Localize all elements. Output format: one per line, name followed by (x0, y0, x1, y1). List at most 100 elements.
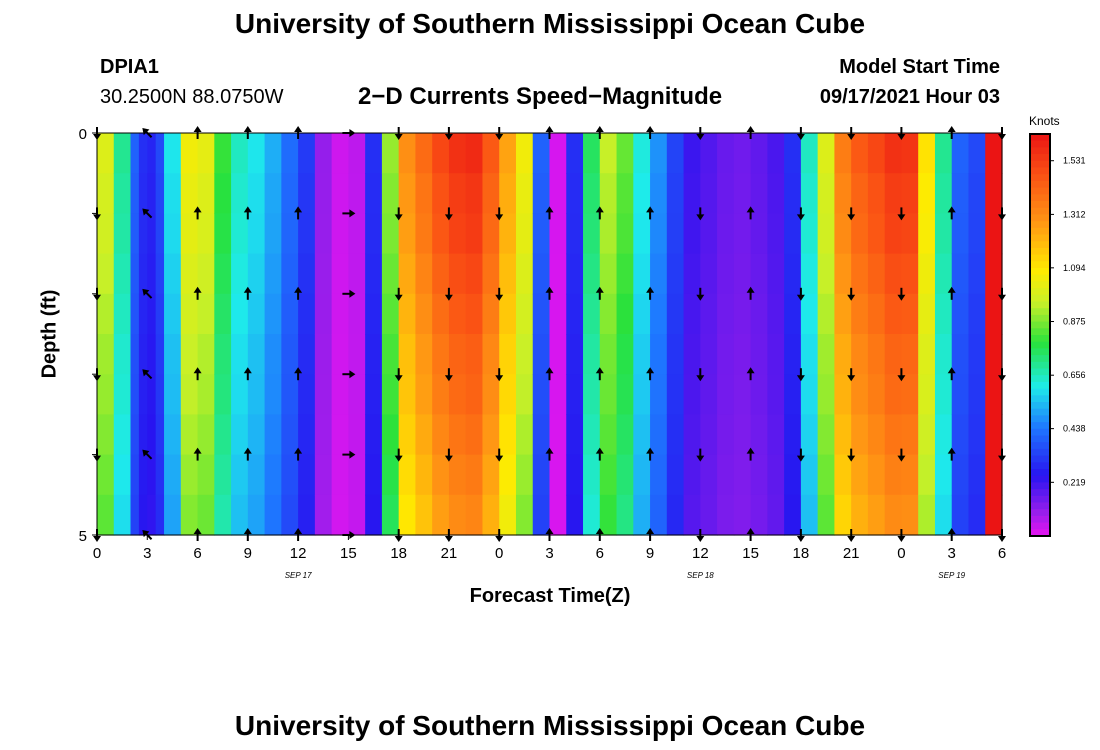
heatmap-cell (566, 253, 584, 295)
heatmap-cell (432, 293, 450, 335)
heatmap-cell (901, 293, 919, 335)
colorbar-tick-label: 0.875 (1063, 317, 1086, 327)
heatmap-cell (985, 374, 1003, 415)
heatmap-cell (164, 293, 182, 335)
colorbar-swatch (1030, 241, 1050, 249)
current-arrow (142, 208, 153, 219)
heatmap-cell (650, 494, 668, 536)
heatmap-cell (549, 173, 567, 214)
heatmap-cell (633, 494, 651, 536)
heatmap-cell (683, 334, 701, 375)
heatmap-cell (666, 133, 685, 174)
heatmap-cell (616, 494, 634, 536)
colorbar-swatch (1030, 509, 1050, 517)
heatmap-cell (767, 334, 785, 375)
colorbar-swatch (1030, 261, 1050, 269)
heatmap-cell (583, 253, 601, 295)
heatmap-cell (867, 414, 886, 456)
heatmap-cell (197, 213, 215, 255)
heatmap-cell (566, 293, 584, 335)
heatmap-cell (147, 293, 157, 335)
heatmap-cell (314, 253, 333, 295)
heatmap-cell (717, 334, 735, 375)
heatmap-cell (515, 133, 534, 174)
heatmap-cell (499, 133, 517, 174)
heatmap-cell (800, 133, 819, 174)
heatmap-cell (650, 374, 668, 415)
heatmap-cell (147, 334, 157, 375)
heatmap-cell (750, 414, 768, 456)
heatmap-cell (817, 374, 836, 415)
heatmap-cell (448, 133, 467, 174)
heatmap-cell (465, 173, 484, 214)
heatmap-cell (247, 374, 266, 415)
heatmap-cell (130, 374, 140, 415)
heatmap-cell (532, 133, 551, 174)
colorbar-swatch (1030, 495, 1050, 503)
heatmap-cell (800, 374, 819, 415)
x-tick-label: 18 (390, 545, 407, 562)
heatmap-cell (968, 133, 986, 174)
heatmap-cell (448, 253, 467, 295)
heatmap-cell (398, 334, 417, 375)
heatmap-cell (834, 334, 852, 375)
heatmap-cell (482, 293, 500, 335)
heatmap-cells (97, 133, 1003, 536)
colorbar-swatch (1030, 462, 1050, 470)
heatmap-cell (164, 173, 182, 214)
heatmap-cell (750, 133, 768, 174)
heatmap-cell (767, 173, 785, 214)
heatmap-cell (515, 414, 534, 456)
speed-heatmap-chart: 0 3 6 9 12 15 18 21 0 3 6 9 12 15 18 21 0 3 6 SEP 17 SEP 18 S… (79, 126, 1086, 580)
heatmap-cell (214, 334, 232, 375)
heatmap-cell (666, 173, 685, 214)
heatmap-cell (717, 414, 735, 456)
colorbar-swatch (1030, 375, 1050, 383)
current-arrow (243, 367, 252, 381)
heatmap-cell (583, 414, 601, 456)
colorbar-swatch (1030, 415, 1050, 423)
heatmap-cell (314, 454, 333, 496)
heatmap-cell (448, 213, 467, 255)
heatmap-cell (633, 293, 651, 335)
heatmap-cell (147, 414, 157, 456)
heatmap-cell (951, 213, 970, 255)
current-arrow (394, 448, 403, 462)
colorbar-swatch (1030, 522, 1050, 530)
colorbar-swatch (1030, 475, 1050, 483)
heatmap-cell (599, 173, 618, 214)
heatmap-cell (934, 454, 953, 496)
current-arrow (897, 448, 906, 462)
heatmap-cell (264, 173, 282, 214)
heatmap-cell (599, 133, 618, 174)
heatmap-cell (515, 494, 534, 536)
heatmap-cell (331, 494, 349, 536)
heatmap-cell (616, 173, 634, 214)
colorbar-swatch (1030, 408, 1050, 416)
current-arrow (495, 368, 504, 382)
heatmap-cell (247, 133, 266, 174)
heatmap-cell (532, 253, 551, 295)
heatmap-cell (666, 334, 685, 375)
heatmap-cell (97, 454, 115, 496)
heatmap-cell (499, 454, 517, 496)
heatmap-cell (683, 213, 701, 255)
heatmap-cell (398, 414, 417, 456)
x-tick-label: 15 (340, 545, 357, 562)
colorbar-swatch (1030, 167, 1050, 175)
date-label: SEP 18 (687, 571, 714, 580)
current-arrow (545, 206, 554, 220)
heatmap-cell (147, 253, 157, 295)
heatmap-cell (155, 494, 165, 536)
colorbar-swatch (1030, 455, 1050, 463)
heatmap-cell (951, 374, 970, 415)
heatmap-cell (951, 133, 970, 174)
heatmap-cell (616, 454, 634, 496)
heatmap-cell (314, 173, 333, 214)
heatmap-cell (884, 213, 903, 255)
heatmap-cell (918, 374, 936, 415)
heatmap-cell (448, 414, 467, 456)
current-arrow (495, 448, 504, 462)
colorbar-swatch (1030, 328, 1050, 336)
heatmap-cell (314, 374, 333, 415)
